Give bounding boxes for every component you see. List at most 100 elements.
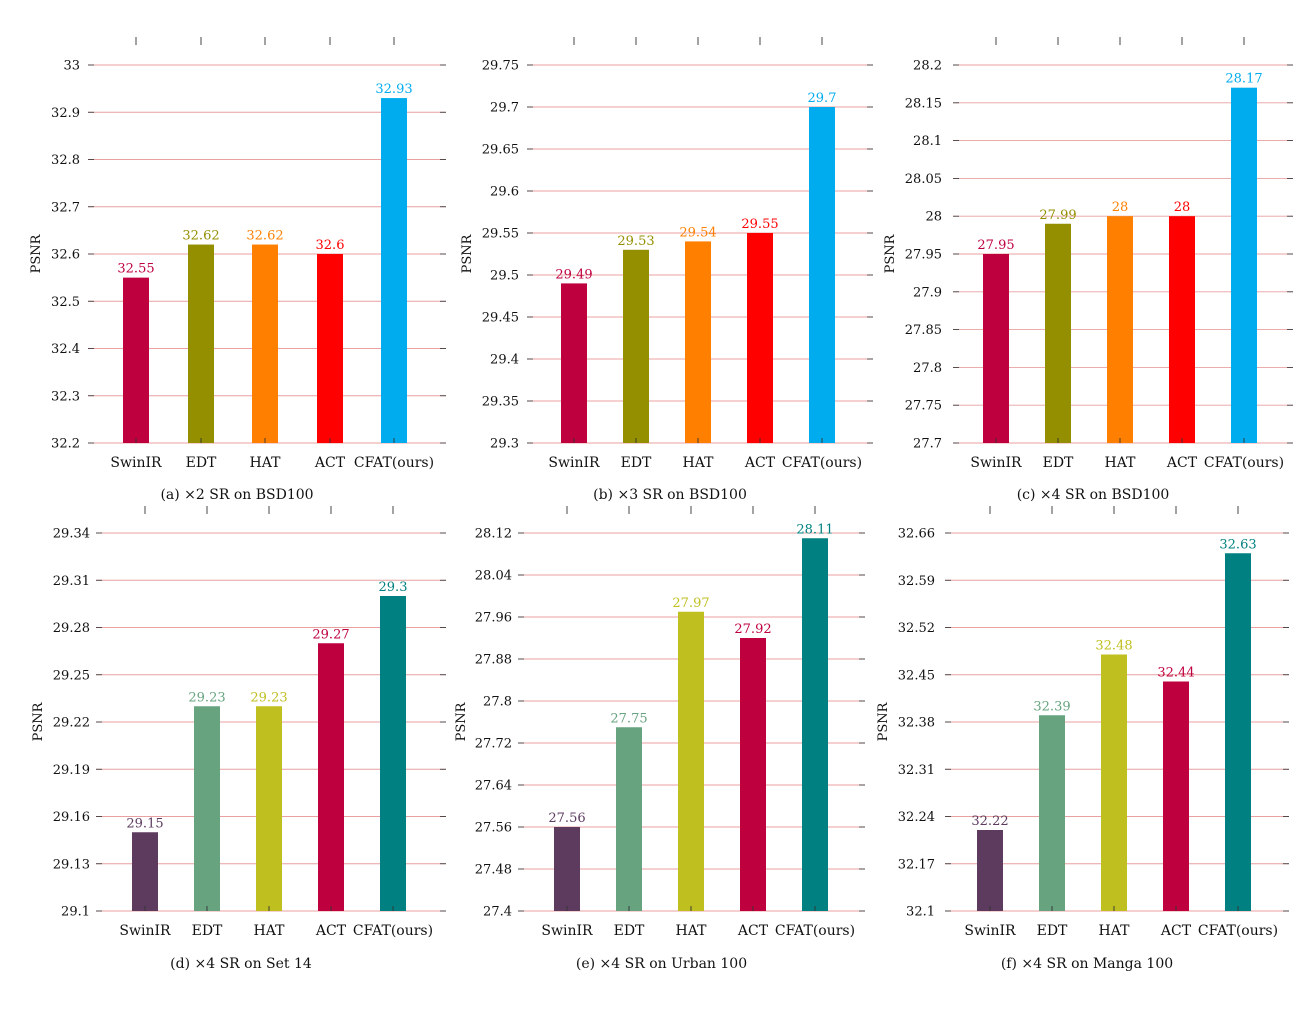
bar	[1045, 223, 1071, 443]
x-category-label: ACT	[315, 923, 347, 939]
bar	[194, 706, 220, 911]
bar-value-label: 29.54	[679, 225, 716, 240]
bar-value-label: 32.22	[971, 814, 1008, 829]
y-tick-label: 27.9	[913, 285, 942, 300]
bar-value-label: 29.53	[617, 234, 654, 249]
y-tick-label: 32.3	[51, 389, 80, 404]
y-axis-title: PSNR	[876, 701, 891, 741]
y-tick-label: 28	[925, 210, 942, 225]
x-category-label: HAT	[1099, 923, 1131, 939]
x-category-label: HAT	[1105, 455, 1137, 471]
y-tick-label: 29.28	[53, 621, 90, 636]
bar	[317, 254, 343, 443]
y-tick-label: 32.2	[51, 437, 80, 452]
y-tick-label: 27.96	[475, 611, 512, 626]
y-tick-label: 27.88	[475, 653, 512, 668]
chart-caption: (d) ×4 SR on Set 14	[170, 956, 312, 972]
x-category-label: SwinIR	[964, 923, 1016, 939]
bar	[1039, 715, 1065, 911]
bar	[561, 283, 587, 443]
bar-value-label: 27.97	[672, 596, 709, 611]
bar	[623, 249, 649, 443]
bar-value-label: 28	[1112, 200, 1129, 215]
chart-caption: (f) ×4 SR on Manga 100	[1001, 956, 1173, 972]
bar-value-label: 28.11	[796, 522, 833, 537]
y-tick-label: 29.75	[482, 59, 519, 74]
bar	[256, 706, 282, 911]
bar-value-label: 32.62	[182, 229, 219, 244]
y-tick-label: 32.5	[51, 295, 80, 310]
y-tick-label: 29.31	[53, 574, 90, 589]
bar-value-label: 27.75	[610, 711, 647, 726]
y-tick-label: 29.13	[53, 857, 90, 872]
bar	[1101, 654, 1127, 911]
y-tick-label: 32.1	[906, 905, 935, 920]
bar-value-label: 28	[1174, 200, 1191, 215]
chart-panel: 27.4 27.48 27.56 27.64 27.72 27.8 27.88 27.96 28…	[454, 506, 865, 972]
y-tick-label: 32.52	[898, 621, 935, 636]
y-tick-label: 27.4	[483, 905, 512, 920]
y-tick-label: 28.12	[475, 527, 512, 542]
chart-panel: 29.1 29.13 29.16 29.19 29.22 29.25 29.28 29.31 2…	[31, 506, 446, 972]
y-tick-label: 29.1	[61, 905, 90, 920]
x-category-label: EDT	[192, 923, 223, 939]
y-tick-label: 32.4	[51, 342, 80, 357]
y-tick-label: 27.8	[913, 361, 942, 376]
x-category-label: HAT	[254, 923, 286, 939]
bar	[809, 107, 835, 443]
x-category-label: EDT	[186, 455, 217, 471]
y-tick-label: 27.48	[475, 863, 512, 878]
chart-panel: 32.1 32.17 32.24 32.31 32.38 32.45 32.52 32.59 3…	[876, 506, 1289, 972]
bar-value-label: 29.55	[741, 217, 778, 232]
chart-caption: (b) ×3 SR on BSD100	[593, 487, 747, 503]
y-tick-label: 29.55	[482, 227, 519, 242]
bar	[1107, 216, 1133, 443]
y-tick-label: 29.25	[53, 668, 90, 683]
y-tick-label: 29.65	[482, 143, 519, 158]
y-tick-label: 28.05	[905, 172, 942, 187]
y-tick-label: 32.31	[898, 763, 935, 778]
y-tick-label: 32.9	[51, 106, 80, 121]
bar-value-label: 32.39	[1033, 699, 1070, 714]
bar-value-label: 29.27	[312, 627, 349, 642]
bar-value-label: 29.23	[188, 690, 225, 705]
bar-value-label: 29.49	[555, 267, 592, 282]
chart-caption: (a) ×2 SR on BSD100	[160, 487, 313, 503]
bar-value-label: 29.23	[250, 690, 287, 705]
bar	[740, 638, 766, 911]
bar	[554, 827, 580, 911]
bar	[381, 98, 407, 443]
x-category-label: ACT	[1160, 923, 1192, 939]
y-tick-label: 29.7	[490, 101, 519, 116]
y-tick-label: 29.6	[490, 185, 519, 200]
x-category-label: ACT	[737, 923, 769, 939]
x-category-label: SwinIR	[970, 455, 1022, 471]
bar-value-label: 29.15	[126, 816, 163, 831]
y-tick-label: 29.16	[53, 810, 90, 825]
y-tick-label: 29.45	[482, 311, 519, 326]
y-tick-label: 27.56	[475, 821, 512, 836]
bar	[318, 643, 344, 911]
chart-panel: 32.2 32.3 32.4 32.5 32.6 32.7 32.8 32.9 33 32.55 S…	[29, 37, 446, 503]
y-tick-label: 27.7	[913, 437, 942, 452]
y-tick-label: 29.3	[490, 437, 519, 452]
bar	[123, 277, 149, 443]
bar-value-label: 32.6	[316, 238, 345, 253]
bar-value-label: 32.44	[1157, 666, 1194, 681]
y-tick-label: 28.1	[913, 134, 942, 149]
bar	[1231, 87, 1257, 444]
x-category-label: CFAT(ours)	[1204, 455, 1284, 471]
x-category-label: SwinIR	[119, 923, 171, 939]
x-category-label: SwinIR	[548, 455, 600, 471]
bar	[747, 233, 773, 443]
y-tick-label: 32.38	[898, 716, 935, 731]
bar-value-label: 27.92	[734, 622, 771, 637]
bar-value-label: 32.63	[1219, 537, 1256, 552]
x-category-label: CFAT(ours)	[1198, 923, 1278, 939]
bar-value-label: 27.95	[977, 238, 1014, 253]
y-tick-label: 32.7	[51, 200, 80, 215]
y-tick-label: 28.2	[913, 59, 942, 74]
y-tick-label: 28.04	[475, 569, 512, 584]
y-axis-title: PSNR	[29, 233, 44, 273]
y-tick-label: 32.66	[898, 527, 935, 542]
